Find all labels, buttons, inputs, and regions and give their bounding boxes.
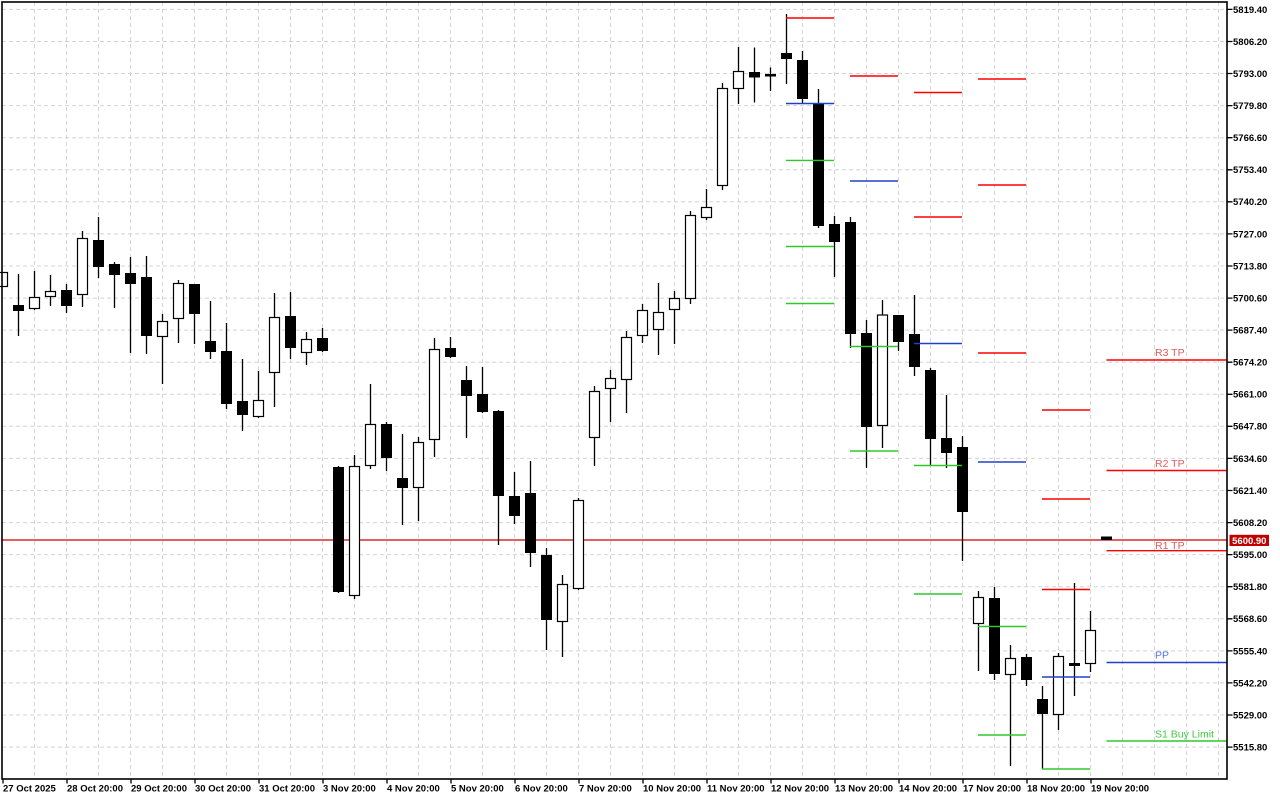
svg-text:5713.80: 5713.80	[1233, 261, 1267, 272]
svg-text:31 Oct 20:00: 31 Oct 20:00	[259, 784, 315, 795]
svg-text:5687.40: 5687.40	[1233, 326, 1267, 337]
svg-text:5542.20: 5542.20	[1233, 678, 1267, 689]
svg-text:10 Nov 20:00: 10 Nov 20:00	[643, 784, 701, 795]
svg-text:29 Oct 20:00: 29 Oct 20:00	[131, 784, 187, 795]
svg-text:18 Nov 20:00: 18 Nov 20:00	[1027, 784, 1085, 795]
svg-text:R3 TP: R3 TP	[1155, 347, 1185, 359]
svg-text:5595.00: 5595.00	[1233, 550, 1267, 561]
svg-text:5766.60: 5766.60	[1233, 133, 1267, 144]
svg-text:11 Nov 20:00: 11 Nov 20:00	[707, 784, 765, 795]
svg-text:5608.20: 5608.20	[1233, 518, 1267, 529]
svg-text:5621.40: 5621.40	[1233, 486, 1267, 497]
svg-text:5674.20: 5674.20	[1233, 358, 1267, 369]
svg-text:5661.00: 5661.00	[1233, 390, 1267, 401]
svg-text:5568.60: 5568.60	[1233, 614, 1267, 625]
svg-text:PP: PP	[1155, 650, 1169, 662]
svg-text:19 Nov 20:00: 19 Nov 20:00	[1091, 784, 1149, 795]
svg-text:3 Nov 20:00: 3 Nov 20:00	[323, 784, 376, 795]
svg-text:5529.00: 5529.00	[1233, 710, 1267, 721]
svg-text:5555.40: 5555.40	[1233, 646, 1267, 657]
svg-text:14 Nov 20:00: 14 Nov 20:00	[899, 784, 957, 795]
svg-text:R1 TP: R1 TP	[1155, 540, 1185, 552]
svg-text:S1 Buy Limit: S1 Buy Limit	[1155, 729, 1214, 741]
svg-text:4 Nov 20:00: 4 Nov 20:00	[387, 784, 440, 795]
svg-text:5740.20: 5740.20	[1233, 197, 1267, 208]
svg-text:12 Nov 20:00: 12 Nov 20:00	[771, 784, 829, 795]
svg-text:5727.00: 5727.00	[1233, 229, 1267, 240]
svg-text:28 Oct 20:00: 28 Oct 20:00	[67, 784, 123, 795]
svg-text:5806.20: 5806.20	[1233, 37, 1267, 48]
svg-text:5779.80: 5779.80	[1233, 101, 1267, 112]
svg-text:5634.60: 5634.60	[1233, 454, 1267, 465]
svg-text:5753.40: 5753.40	[1233, 165, 1267, 176]
svg-text:30 Oct 20:00: 30 Oct 20:00	[195, 784, 251, 795]
svg-text:5515.80: 5515.80	[1233, 743, 1267, 754]
svg-text:5700.60: 5700.60	[1233, 294, 1267, 305]
svg-text:R2 TP: R2 TP	[1155, 458, 1185, 470]
svg-text:6 Nov 20:00: 6 Nov 20:00	[515, 784, 568, 795]
svg-text:5647.80: 5647.80	[1233, 422, 1267, 433]
svg-text:5600.90: 5600.90	[1232, 536, 1266, 547]
svg-text:5581.80: 5581.80	[1233, 582, 1267, 593]
svg-text:5819.40: 5819.40	[1233, 5, 1267, 16]
svg-text:5 Nov 20:00: 5 Nov 20:00	[451, 784, 504, 795]
svg-text:27 Oct 2025: 27 Oct 2025	[3, 784, 57, 795]
svg-text:5793.00: 5793.00	[1233, 69, 1267, 80]
svg-text:13 Nov 20:00: 13 Nov 20:00	[835, 784, 893, 795]
svg-text:17 Nov 20:00: 17 Nov 20:00	[963, 784, 1021, 795]
svg-text:7 Nov 20:00: 7 Nov 20:00	[579, 784, 632, 795]
